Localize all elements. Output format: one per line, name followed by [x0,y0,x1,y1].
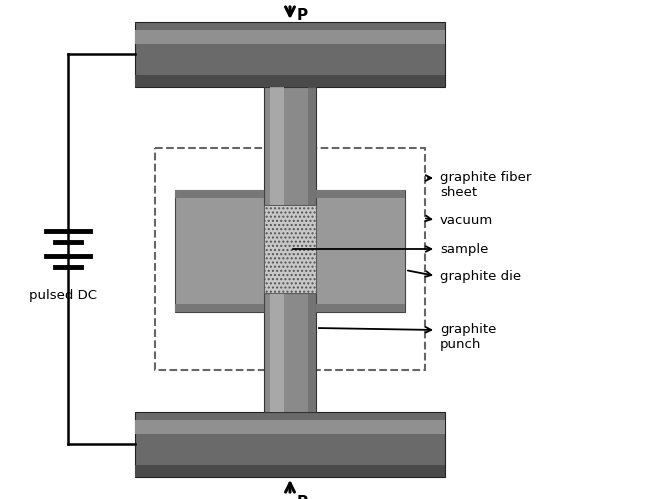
Text: graphite
punch: graphite punch [440,323,497,351]
Text: vacuum: vacuum [440,214,493,227]
Bar [135,22,445,87]
Text: pulsed DC: pulsed DC [29,289,97,302]
Bar [175,190,264,312]
Text: P: P [297,495,308,499]
Bar [270,293,284,412]
Bar [135,412,445,477]
Bar [316,304,405,312]
Bar [316,190,405,312]
Bar [175,304,264,312]
Bar [135,30,445,44]
Text: P: P [297,8,308,23]
Bar [155,148,425,370]
Bar [175,190,264,198]
Bar [135,75,445,87]
Bar [308,293,316,412]
Bar [264,205,316,293]
Bar [264,293,316,412]
Text: graphite die: graphite die [440,270,521,283]
Text: graphite fiber
sheet: graphite fiber sheet [440,171,532,199]
Bar [264,87,316,205]
Text: sample: sample [440,243,488,256]
Bar [308,87,316,205]
Bar [270,87,284,205]
Bar [135,465,445,477]
Bar [135,420,445,434]
Bar [316,190,405,198]
